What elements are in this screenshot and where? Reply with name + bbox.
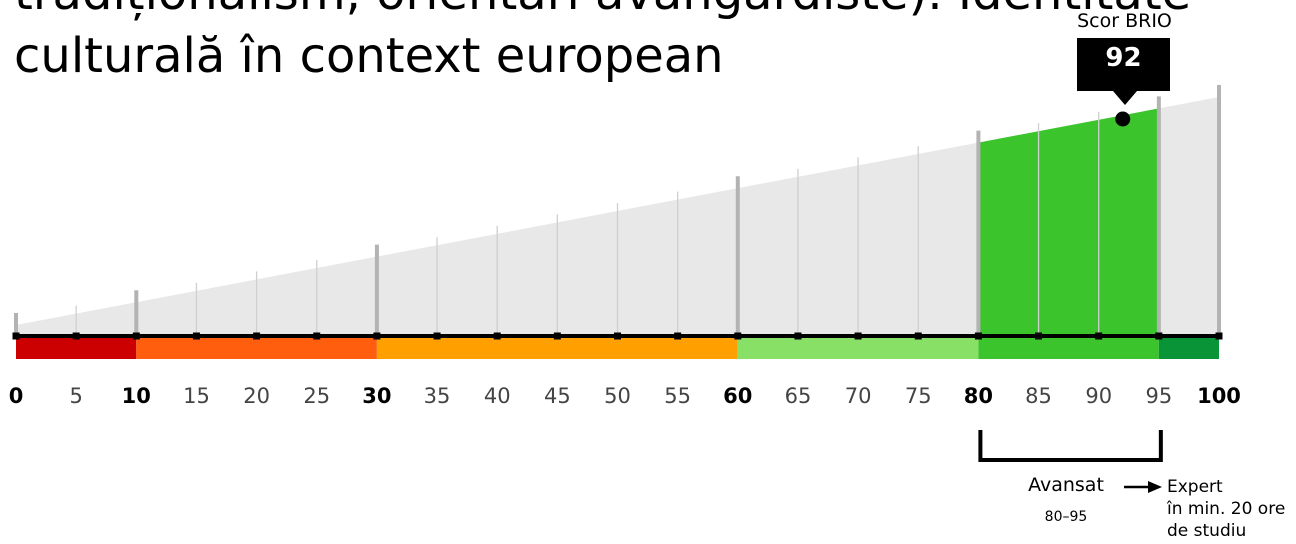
tick-mark-95 bbox=[1155, 332, 1163, 340]
tick-label-60: 60 bbox=[723, 384, 752, 408]
tick-label-100: 100 bbox=[1197, 384, 1241, 408]
tick-label-65: 65 bbox=[785, 384, 812, 408]
next-level-label: Expert în min. 20 ore de studiu bbox=[1167, 476, 1296, 542]
level-bracket-layer bbox=[978, 430, 1163, 493]
tick-mark-90 bbox=[1095, 332, 1103, 340]
tick-label-55: 55 bbox=[664, 384, 691, 408]
tick-label-85: 85 bbox=[1025, 384, 1052, 408]
tick-mark-45 bbox=[553, 332, 561, 340]
tick-mark-0 bbox=[12, 332, 20, 340]
tick-label-70: 70 bbox=[845, 384, 872, 408]
score-marker bbox=[1115, 111, 1131, 127]
tick-mark-55 bbox=[674, 332, 682, 340]
tick-mark-15 bbox=[192, 332, 200, 340]
tick-label-layer: 0 5 10 15 20 25 30 35 40 45 50 55 60 65 70 75 80 85 90 95 10… bbox=[9, 384, 1241, 408]
tick-label-10: 10 bbox=[122, 384, 151, 408]
tick-mark-5 bbox=[72, 332, 80, 340]
band-10-30 bbox=[136, 338, 377, 359]
gridline-layer bbox=[14, 85, 1221, 336]
tick-mark-30 bbox=[373, 332, 381, 340]
tick-label-25: 25 bbox=[303, 384, 330, 408]
tick-label-5: 5 bbox=[69, 384, 82, 408]
tick-label-15: 15 bbox=[183, 384, 210, 408]
tick-mark-50 bbox=[614, 332, 621, 340]
band-80-95 bbox=[978, 338, 1159, 359]
level-bracket bbox=[978, 430, 1163, 462]
axis-layer bbox=[12, 332, 1223, 340]
score-badge: 92 bbox=[1077, 38, 1170, 91]
tick-mark-60 bbox=[734, 332, 742, 340]
tick-mark-80 bbox=[974, 332, 982, 340]
tick-label-20: 20 bbox=[243, 384, 270, 408]
title-line-2: culturală în context european bbox=[14, 28, 724, 84]
tick-mark-25 bbox=[313, 332, 321, 340]
band-0-10 bbox=[16, 338, 137, 359]
next-level-line-1: Expert bbox=[1167, 477, 1223, 497]
tick-mark-65 bbox=[794, 332, 802, 340]
arrow-right-icon bbox=[1148, 481, 1162, 493]
tick-mark-40 bbox=[493, 332, 501, 340]
level-name: Avansat bbox=[1028, 474, 1104, 496]
tick-label-50: 50 bbox=[604, 384, 631, 408]
tick-mark-100 bbox=[1215, 332, 1223, 340]
tick-mark-85 bbox=[1035, 332, 1043, 340]
tick-label-45: 45 bbox=[544, 384, 571, 408]
band-30-60 bbox=[376, 338, 738, 359]
tick-mark-10 bbox=[132, 332, 140, 340]
marker-layer bbox=[1115, 111, 1131, 127]
title-line-1: tradiționalism, orientări avangardiste).… bbox=[14, 0, 1191, 25]
page-title: tradiționalism, orientări avangardiste).… bbox=[14, 0, 1191, 88]
tick-label-95: 95 bbox=[1145, 384, 1172, 408]
tick-label-30: 30 bbox=[362, 384, 391, 408]
tick-label-40: 40 bbox=[484, 384, 511, 408]
score-label: Scor BRIO bbox=[1077, 10, 1172, 32]
next-level-line-2: în min. 20 ore bbox=[1167, 499, 1286, 519]
tick-label-35: 35 bbox=[424, 384, 451, 408]
color-band-layer bbox=[16, 338, 1219, 359]
tick-mark-20 bbox=[253, 332, 261, 340]
band-60-80 bbox=[737, 338, 979, 359]
tick-label-80: 80 bbox=[964, 384, 993, 408]
tick-label-75: 75 bbox=[905, 384, 932, 408]
tick-mark-35 bbox=[433, 332, 441, 340]
tick-label-0: 0 bbox=[9, 384, 24, 408]
highlight-range bbox=[978, 108, 1159, 337]
level-range: 80–95 bbox=[1044, 509, 1088, 525]
tick-mark-75 bbox=[914, 332, 922, 340]
tick-label-90: 90 bbox=[1085, 384, 1112, 408]
band-95-100 bbox=[1158, 338, 1219, 359]
tick-mark-70 bbox=[854, 332, 862, 340]
next-level-line-3: de studiu bbox=[1167, 521, 1247, 541]
score-badge-pointer bbox=[1113, 91, 1137, 105]
